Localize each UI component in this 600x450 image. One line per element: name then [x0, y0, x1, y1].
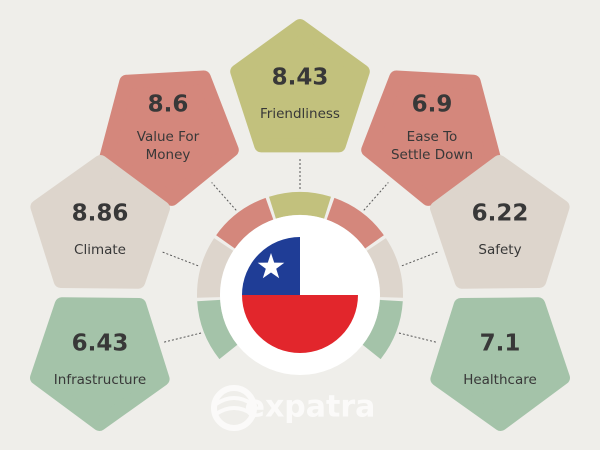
label: Safety [478, 242, 521, 258]
chile-flag [242, 237, 358, 353]
score: 8.6 [148, 92, 189, 118]
cards: 8.43 Friendliness 8.6 Value For Money 6.9 Ease… [30, 19, 570, 431]
card [230, 19, 370, 153]
card [430, 155, 570, 289]
card [30, 155, 170, 289]
ring-segment [366, 238, 403, 298]
score: 8.43 [272, 65, 329, 91]
label: Climate [74, 242, 126, 258]
logo-text: expatra [245, 390, 376, 425]
label: Ease To [407, 129, 458, 145]
connector [401, 251, 439, 267]
label: Settle Down [391, 147, 473, 163]
ring-segment [216, 197, 274, 249]
ring-segment [326, 197, 384, 249]
logo-icon-lines [214, 396, 254, 416]
label: Infrastructure [54, 372, 146, 388]
ring-segment [197, 299, 238, 360]
ring-segment [269, 191, 331, 219]
score-ring [197, 191, 403, 360]
label: Friendliness [260, 106, 340, 122]
score: 6.9 [412, 92, 453, 118]
card [361, 70, 501, 206]
label: Money [146, 147, 191, 163]
card [430, 297, 570, 431]
score: 6.43 [72, 331, 129, 357]
label: Healthcare [463, 372, 537, 388]
flag-star [257, 253, 285, 279]
ring-segment [362, 299, 403, 360]
score: 7.1 [480, 331, 521, 357]
card [30, 297, 170, 431]
connectors [161, 158, 439, 343]
logo-icon [211, 385, 257, 431]
score: 6.22 [472, 201, 529, 227]
score: 8.86 [72, 201, 129, 227]
logo: expatra [211, 385, 376, 431]
ring-segment [197, 238, 234, 298]
label: Value For [137, 129, 200, 145]
card [99, 70, 239, 206]
connector [161, 251, 199, 267]
